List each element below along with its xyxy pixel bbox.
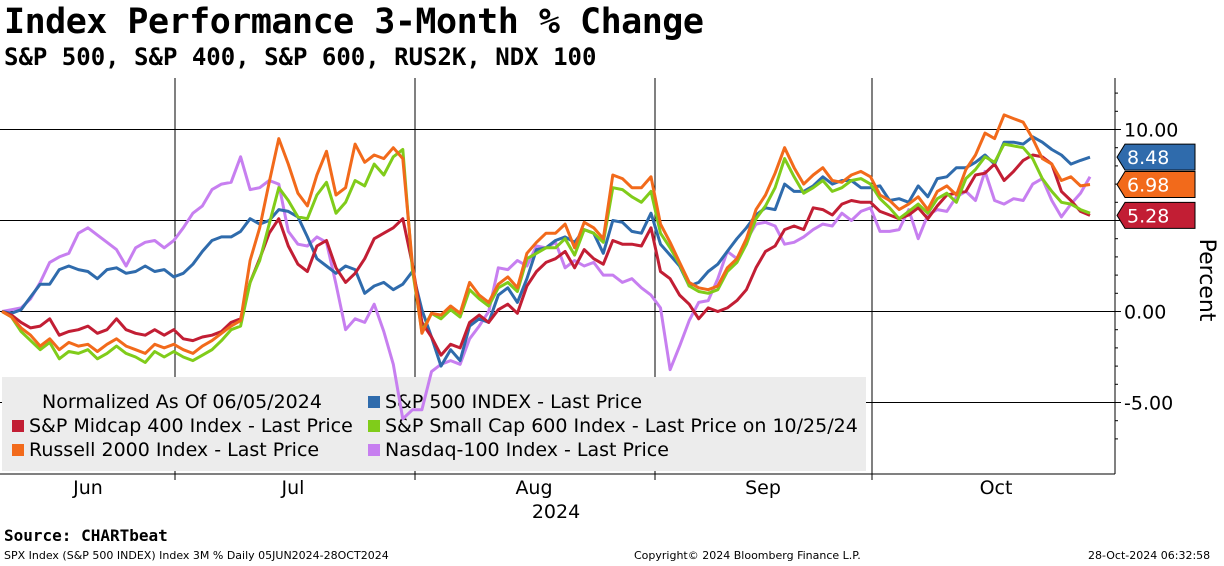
chart-axes: -5.00 0.00 10.00 Percent Jun Jul Aug Sep Oct 2024 — [0, 78, 1219, 523]
chart-subtitle: S&P 500, S&P 400, S&P 600, RUS2K, NDX 10… — [4, 43, 597, 71]
footer-timestamp: 28-Oct-2024 06:32:58 — [1088, 549, 1211, 562]
legend-swatch — [368, 444, 380, 456]
y-tick-label: -5.00 — [1124, 393, 1173, 415]
x-axis-year-label: 2024 — [532, 501, 580, 523]
last-value-tag-shape — [1116, 170, 1196, 198]
legend-background — [2, 377, 866, 471]
series-line — [1, 135, 1091, 368]
footer-description: SPX Index (S&P 500 INDEX) Index 3M % Dai… — [4, 549, 389, 562]
last-value-labels: 8.48 6.98 5.28 — [1116, 143, 1196, 229]
x-tick-label: Oct — [980, 477, 1013, 499]
legend-entry-label: S&P Small Cap 600 Index - Last Price on … — [385, 415, 858, 437]
last-value-tag-shape — [1116, 143, 1196, 171]
legend-swatch — [12, 444, 24, 456]
x-tick-label: Aug — [515, 477, 552, 499]
x-tick-label: Jun — [72, 477, 103, 499]
legend-entry-label: S&P 500 INDEX - Last Price — [385, 391, 642, 413]
footer-copyright: Copyright© 2024 Bloomberg Finance L.P. — [634, 549, 861, 562]
last-value-tag: 5.28 — [1116, 201, 1196, 229]
chart-series — [1, 113, 1092, 421]
x-tick-label: Sep — [745, 477, 781, 499]
last-value-tag-text: 8.48 — [1127, 147, 1169, 169]
y-axis-title: Percent — [1194, 239, 1219, 322]
chart-legend: Normalized As Of 06/05/2024 S&P 500 INDEX… — [2, 377, 866, 471]
series-line — [1, 113, 1091, 355]
last-value-tag-text: 5.28 — [1127, 205, 1169, 227]
series-line — [1, 153, 1091, 357]
last-value-tag-shape — [1116, 201, 1196, 229]
legend-entry-label: Russell 2000 Index - Last Price — [29, 439, 319, 461]
last-value-tag: 8.48 — [1116, 143, 1196, 171]
chart-title: Index Performance 3-Month % Change — [4, 2, 704, 42]
series-line — [1, 142, 1091, 364]
legend-swatch — [12, 420, 24, 432]
source-note: Source: CHARTbeat — [4, 526, 168, 545]
legend-entry-label: Normalized As Of 06/05/2024 — [42, 391, 322, 413]
y-tick-label: 0.00 — [1124, 302, 1166, 324]
last-value-tag-text: 6.98 — [1127, 174, 1169, 196]
legend-entry-label: S&P Midcap 400 Index - Last Price — [29, 415, 353, 437]
legend-swatch — [368, 396, 380, 408]
last-value-tag: 6.98 — [1116, 170, 1196, 198]
legend-swatch — [368, 420, 380, 432]
legend-entry-label: Nasdaq-100 Index - Last Price — [385, 439, 669, 461]
y-tick-label: 10.00 — [1124, 120, 1178, 142]
x-tick-label: Jul — [281, 477, 305, 499]
